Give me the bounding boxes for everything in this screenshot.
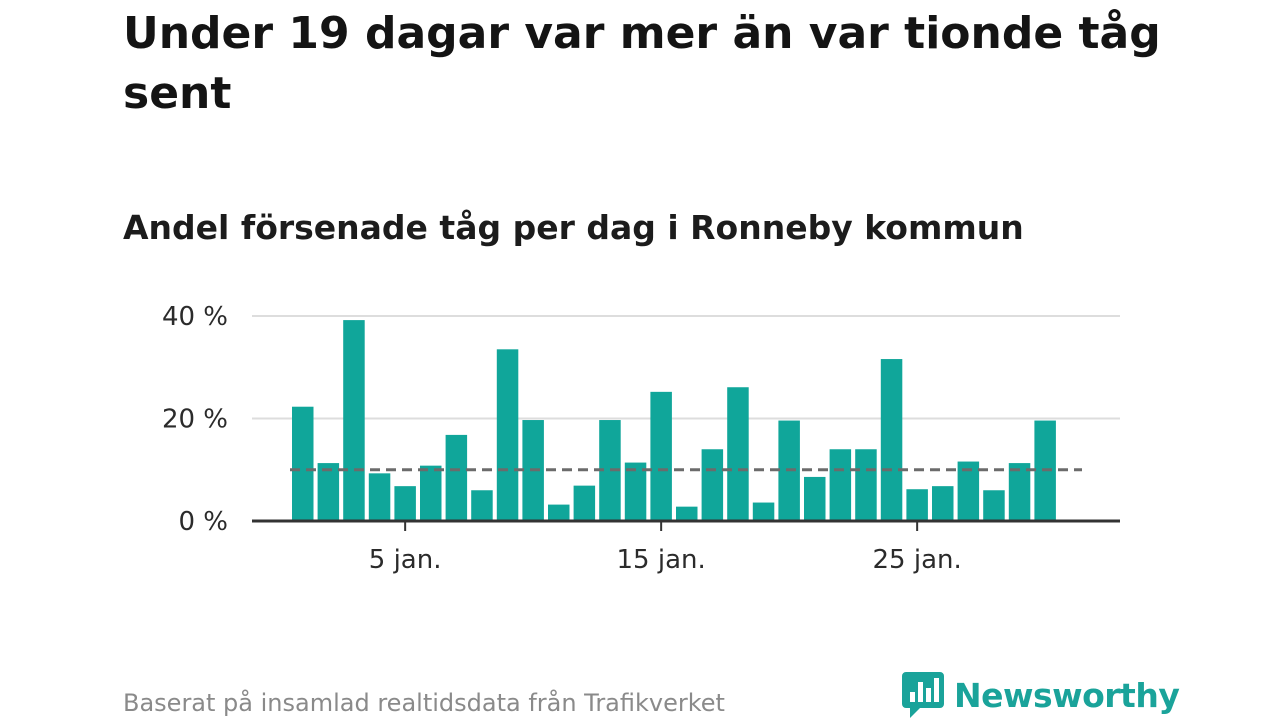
bar-day-1 — [292, 406, 314, 521]
source-note: Baserat på insamlad realtidsdata från Tr… — [123, 689, 725, 717]
bar-day-21 — [804, 476, 826, 521]
bar-day-29 — [1008, 463, 1031, 521]
newsworthy-logo-icon — [902, 672, 944, 718]
x-axis-ticks: 5 jan. 15 jan. 25 jan. — [369, 521, 962, 575]
bar-day-19 — [752, 502, 775, 521]
bar-day-15 — [650, 391, 672, 521]
bar-chart: 0 % 20 % 40 % 5 jan. 15 jan. 25 jan. — [162, 302, 1120, 575]
bar-day-17 — [701, 449, 724, 521]
brand-name: Newsworthy — [954, 675, 1180, 715]
bar-day-4 — [368, 473, 391, 521]
bar-day-12 — [573, 485, 596, 521]
bar-day-3 — [343, 320, 365, 521]
bar-day-24 — [880, 359, 903, 521]
bars — [292, 320, 1056, 521]
grid-lines — [252, 315, 1120, 420]
x-tick-label-0: 5 jan. — [369, 545, 442, 575]
bar-day-25 — [906, 489, 928, 521]
chart-title: Under 19 dagar var mer än var tionde tåg… — [123, 8, 1161, 119]
bar-day-11 — [548, 504, 570, 521]
bar-day-8 — [471, 490, 493, 521]
chart-subtitle: Andel försenade tåg per dag i Ronneby ko… — [123, 208, 1024, 247]
bar-day-6 — [420, 465, 442, 521]
bar-day-2 — [317, 463, 340, 521]
brand-logo: Newsworthy — [902, 670, 1180, 720]
bar-day-23 — [855, 449, 877, 521]
x-tick-label-1: 15 jan. — [617, 545, 706, 575]
bar-day-22 — [829, 449, 852, 521]
bar-day-5 — [394, 486, 416, 521]
bar-day-16 — [676, 506, 698, 521]
bar-day-13 — [599, 420, 621, 521]
y-tick-label-0: 0 % — [178, 507, 228, 537]
bar-day-28 — [983, 490, 1005, 521]
bar-day-27 — [957, 461, 980, 521]
bar-day-14 — [624, 462, 647, 521]
bar-day-26 — [932, 486, 954, 521]
bar-day-9 — [496, 349, 519, 521]
x-tick-label-2: 25 jan. — [873, 545, 962, 575]
bar-day-7 — [445, 434, 468, 521]
y-tick-label-2: 40 % — [162, 302, 228, 332]
y-tick-label-1: 20 % — [162, 405, 228, 435]
bar-day-18 — [727, 387, 749, 521]
y-axis-ticks: 0 % 20 % 40 % — [162, 302, 228, 537]
